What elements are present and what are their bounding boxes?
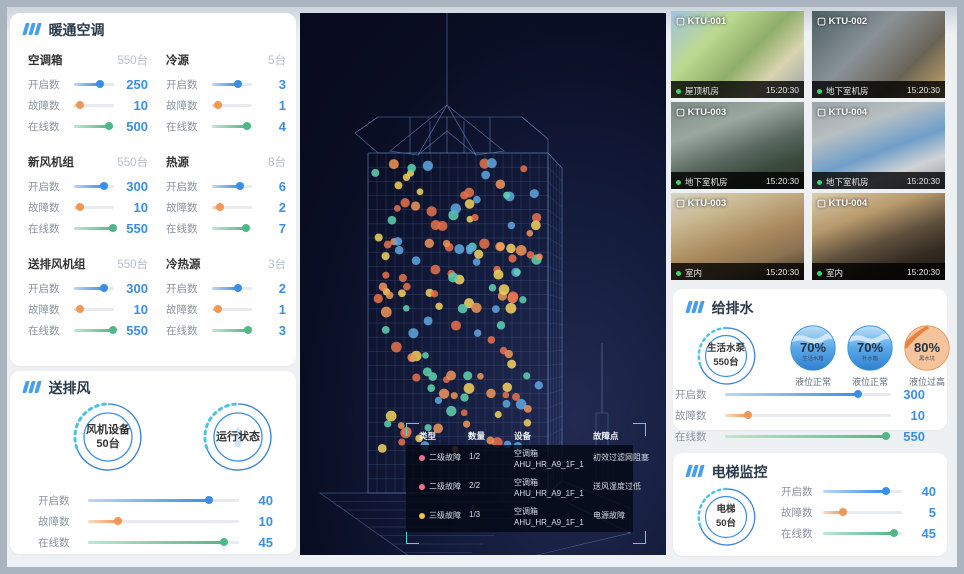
svg-text:生活水箱: 生活水箱 bbox=[802, 354, 824, 362]
svg-text:黑水坑: 黑水坑 bbox=[919, 354, 936, 362]
svg-text:补水箱: 补水箱 bbox=[862, 354, 879, 362]
svg-text:70%: 70% bbox=[800, 340, 826, 355]
svg-text:70%: 70% bbox=[857, 340, 883, 355]
svg-text:80%: 80% bbox=[914, 340, 940, 355]
